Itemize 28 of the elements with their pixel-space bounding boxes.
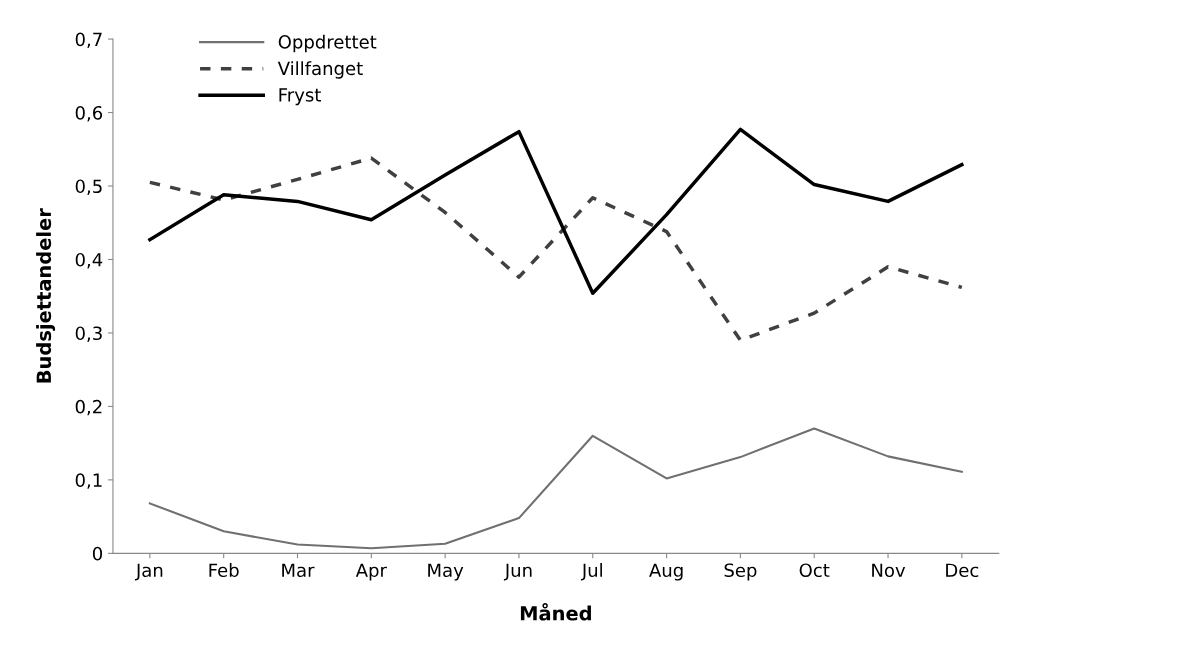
y-tick-label: 0,5	[75, 179, 102, 195]
line-series	[148, 156, 964, 343]
x-axis-title: Måned	[520, 603, 591, 621]
x-tick-label: May	[428, 563, 464, 581]
x-tick-label: Oct	[799, 563, 830, 578]
x-tick-label: Feb	[209, 563, 239, 578]
legend-label: Villfanget	[277, 61, 363, 79]
y-tick-label: 0,2	[75, 399, 102, 416]
y-tick-label: 0	[92, 546, 103, 561]
x-tick-label: Jun	[503, 563, 532, 581]
legend-label: Fryst	[279, 88, 321, 106]
y-tick-label: 0,7	[75, 32, 102, 49]
line-series	[148, 127, 964, 296]
legend-label: Oppdrettet	[278, 34, 377, 53]
x-tick-label: Apr	[355, 563, 387, 581]
x-tick-label: Sep	[724, 563, 757, 581]
x-tick-label: Dec	[946, 563, 979, 578]
x-tick-label: Jul	[580, 563, 602, 581]
y-tick-label: 0,6	[75, 105, 103, 122]
x-tick-label: Mar	[282, 563, 315, 578]
y-axis-title: Budsjettandeler	[36, 208, 56, 383]
x-tick-label: Aug	[649, 563, 683, 581]
x-tick-label: Jan	[135, 563, 163, 581]
y-tick-label: 0,1	[75, 473, 102, 489]
y-tick-label: 0,4	[75, 252, 103, 269]
y-tick-label: 0,3	[75, 326, 102, 342]
x-tick-label: Nov	[872, 563, 906, 578]
line-series	[148, 427, 963, 550]
